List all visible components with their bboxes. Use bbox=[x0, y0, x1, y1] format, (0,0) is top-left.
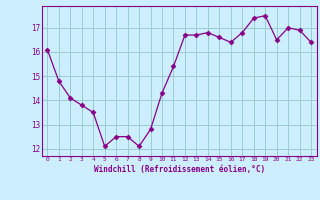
X-axis label: Windchill (Refroidissement éolien,°C): Windchill (Refroidissement éolien,°C) bbox=[94, 165, 265, 174]
